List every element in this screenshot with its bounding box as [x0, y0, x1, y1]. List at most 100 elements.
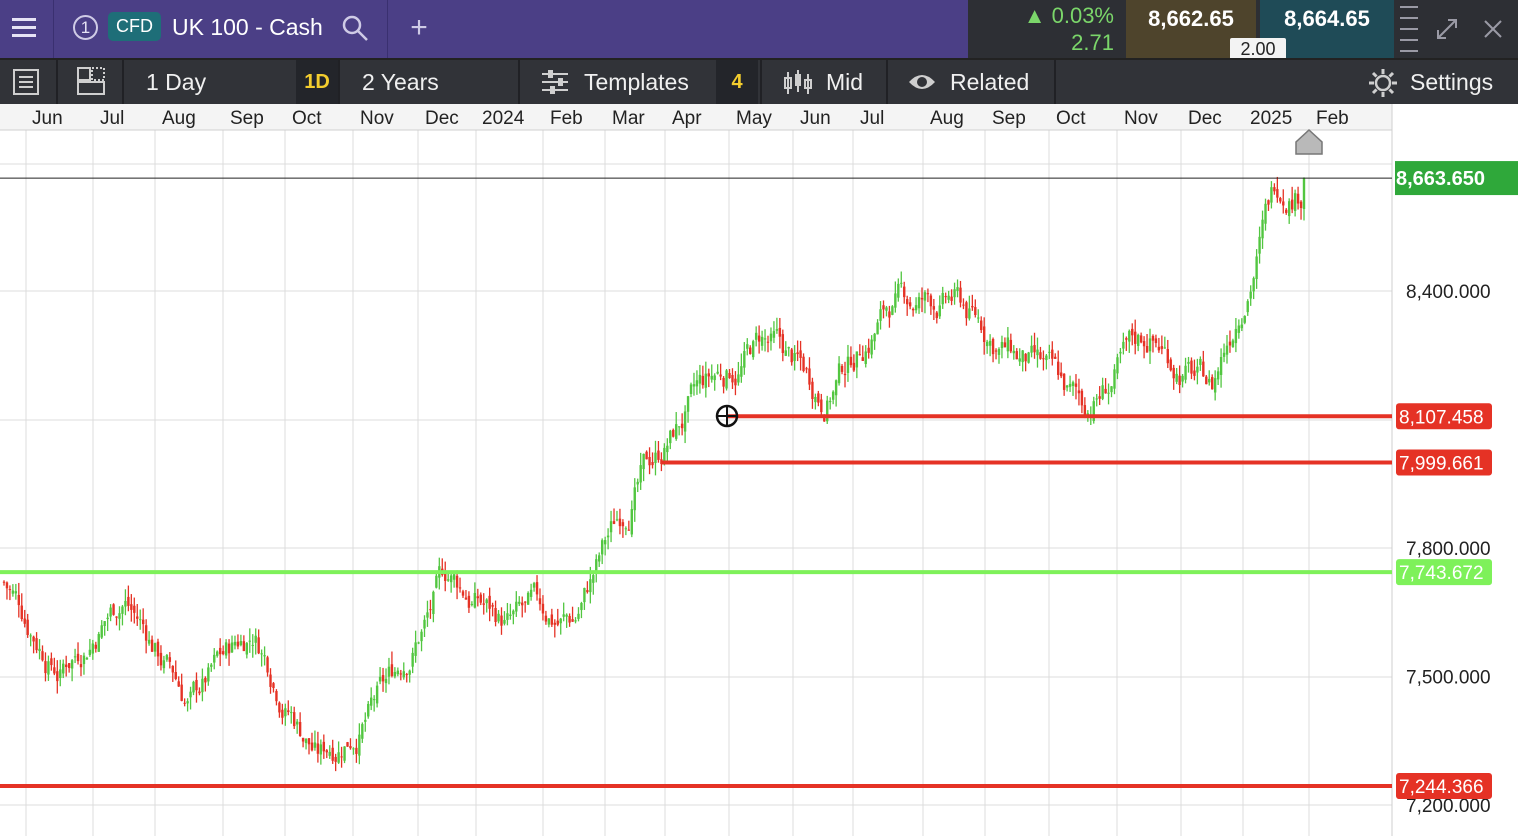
interval-code-badge[interactable]: 1D	[296, 60, 338, 104]
instrument-selector[interactable]: 1 CFD UK 100 - Cash	[56, 0, 388, 58]
settings-button[interactable]: Settings	[1410, 69, 1494, 95]
eye-icon[interactable]	[908, 70, 936, 94]
candle-body	[672, 429, 675, 437]
alert-marker-icon[interactable]	[1295, 128, 1323, 155]
candle-body	[378, 676, 382, 682]
candle-body	[97, 634, 100, 652]
candle-body	[1077, 390, 1081, 394]
candle-body	[894, 293, 897, 308]
candle-body	[917, 297, 921, 309]
add-tab-button[interactable]: +	[410, 11, 428, 44]
candle-body	[358, 734, 361, 756]
interval-selector[interactable]: 1 Day	[146, 69, 207, 95]
candle-body	[53, 667, 56, 674]
price-type-selector[interactable]: Mid	[826, 69, 864, 95]
gear-icon[interactable]	[1368, 68, 1398, 98]
candle-body	[1039, 352, 1042, 359]
candle-body	[446, 579, 450, 581]
candle-body	[746, 344, 749, 349]
candle-body	[85, 657, 89, 660]
candle-body	[713, 375, 716, 381]
menu-button[interactable]	[0, 0, 54, 58]
candle-body	[885, 307, 888, 311]
time-axis-label: Feb	[1316, 108, 1349, 129]
templates-button[interactable]: Templates	[584, 69, 689, 95]
expand-icon[interactable]	[1434, 16, 1460, 42]
candle-body	[390, 664, 394, 676]
candle-body	[156, 641, 160, 657]
candle-body	[136, 616, 139, 619]
candle-body	[1166, 349, 1169, 364]
candle-body	[1216, 371, 1220, 380]
candle-body	[38, 648, 41, 651]
candle-body	[64, 664, 68, 668]
candle-body	[103, 621, 106, 627]
candle-body	[435, 575, 438, 588]
level-tag-label: 7,999.661	[1399, 453, 1484, 474]
layout-icon[interactable]	[76, 66, 106, 96]
candle-body	[900, 282, 903, 284]
candle-body	[1237, 325, 1241, 333]
related-button[interactable]: Related	[950, 69, 1030, 95]
candle-body	[121, 606, 124, 614]
range-selector[interactable]: 2 Years	[362, 69, 439, 95]
candle-body	[1299, 201, 1303, 209]
candle-body	[5, 582, 9, 589]
candle-body	[790, 349, 793, 363]
candle-body	[947, 295, 950, 300]
crosshair-circle-icon[interactable]	[715, 404, 739, 428]
candle-body	[769, 333, 773, 342]
candle-body	[1145, 346, 1149, 353]
candle-body	[420, 631, 423, 642]
hamburger-icon	[12, 18, 36, 21]
candle-body	[698, 374, 702, 384]
horizontal-levels[interactable]: 8,107.458 7,999.661 7,743.672 7,244.366	[0, 403, 1492, 799]
level-tag-label: 7,743.672	[1399, 563, 1484, 584]
price-axis-label: 7,800.000	[1406, 539, 1491, 560]
toolbar-divider	[886, 60, 888, 104]
candle-body	[716, 371, 719, 374]
candle-body	[470, 603, 474, 605]
candle-body	[944, 296, 947, 298]
sell-price-button[interactable]: 8,662.65	[1126, 0, 1256, 58]
candle-body	[1125, 338, 1128, 340]
list-icon[interactable]	[12, 68, 40, 96]
candle-body	[686, 396, 690, 412]
candle-body	[888, 311, 891, 318]
candle-body	[991, 339, 995, 355]
search-icon[interactable]	[341, 14, 369, 42]
candle-body	[1252, 278, 1255, 292]
close-icon[interactable]	[1480, 16, 1506, 42]
candle-body	[512, 610, 515, 615]
candle-body	[1255, 256, 1258, 280]
sliders-icon[interactable]	[540, 68, 570, 96]
candle-body	[781, 334, 785, 354]
level-tag-bg	[1396, 559, 1492, 586]
candle-body	[598, 555, 601, 562]
grip-line	[1400, 28, 1418, 30]
candle-body	[1139, 335, 1143, 343]
candle-body	[849, 356, 853, 366]
price-chart[interactable]: Jun Jul Aug Sep Oct Nov Dec 2024 Feb Mar Apr May Jun…	[0, 104, 1518, 836]
candle-body	[535, 582, 539, 595]
candle-body	[307, 738, 311, 745]
candle-body	[1246, 301, 1249, 313]
candle-body	[165, 655, 169, 660]
candle-body	[920, 297, 924, 300]
candle-body	[1154, 338, 1158, 344]
candle-body	[1160, 346, 1164, 349]
candle-body	[133, 605, 136, 613]
candle-body	[630, 509, 633, 535]
candle-body	[245, 643, 249, 655]
candle-body	[695, 380, 699, 387]
indicator-count-badge[interactable]: 4	[716, 60, 758, 104]
candlestick-icon[interactable]	[782, 68, 814, 96]
candle-body	[941, 292, 944, 305]
candle-body	[663, 447, 666, 465]
candle-body	[793, 353, 796, 361]
candle-body	[707, 373, 710, 377]
candle-body	[115, 616, 118, 618]
time-axis-label: Jun	[800, 108, 831, 129]
drag-handle[interactable]	[1400, 4, 1418, 54]
candle-body	[260, 653, 263, 655]
